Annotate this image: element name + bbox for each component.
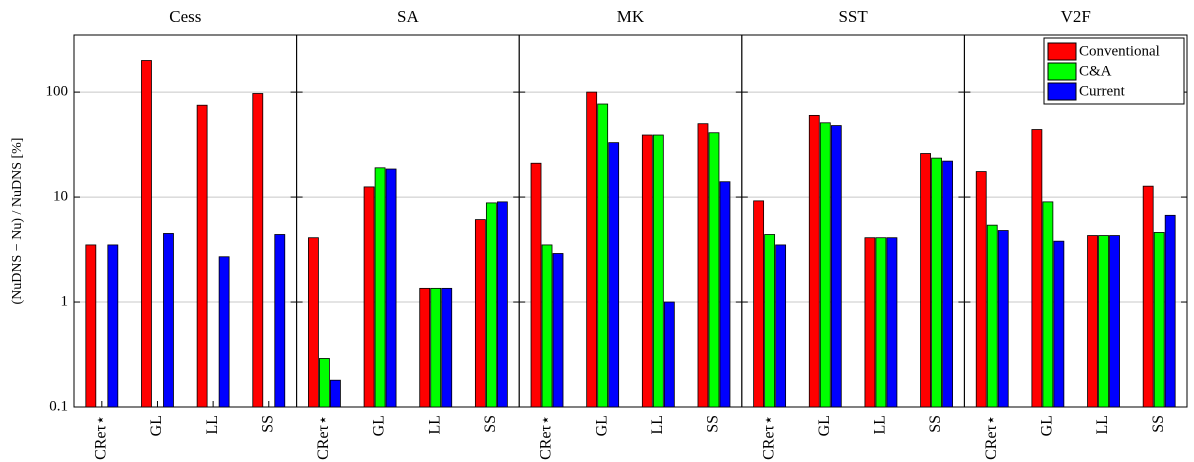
bar xyxy=(920,153,931,408)
bar xyxy=(252,93,264,408)
bar xyxy=(308,237,319,408)
bar xyxy=(997,230,1009,408)
x-tick-label: SS xyxy=(482,415,499,433)
x-tick-label: LL xyxy=(426,415,443,435)
bar xyxy=(708,132,720,408)
bar xyxy=(808,114,820,408)
bar xyxy=(1087,235,1098,408)
bar xyxy=(163,233,174,408)
x-tick-label: SS xyxy=(927,415,944,433)
x-tick-label: LL xyxy=(1094,415,1111,435)
x-tick-label: GL xyxy=(593,415,610,436)
x-tick-label: GL xyxy=(1039,415,1056,436)
bar xyxy=(1053,240,1065,408)
x-tick-label: CReτ⋆ xyxy=(760,415,777,460)
x-tick-label: LL xyxy=(204,415,221,435)
bar xyxy=(430,287,442,408)
x-tick-label: CReτ⋆ xyxy=(92,415,109,460)
bar xyxy=(975,171,987,408)
x-tick-label: LL xyxy=(872,415,889,435)
bar xyxy=(1031,129,1043,408)
legend-label: Current xyxy=(1079,83,1126,99)
bar xyxy=(496,201,508,408)
legend-swatch xyxy=(1047,82,1077,101)
bar xyxy=(1098,235,1109,408)
bar xyxy=(875,237,887,408)
x-tick-label: SS xyxy=(705,415,722,433)
legend-swatch xyxy=(1047,62,1077,81)
x-tick-label: GL xyxy=(371,415,388,436)
bar xyxy=(530,162,542,408)
bar xyxy=(1109,235,1120,408)
bar xyxy=(485,202,497,408)
x-tick-label: CReτ⋆ xyxy=(983,415,1000,460)
bar xyxy=(753,200,765,408)
x-tick-label: GL xyxy=(148,415,165,436)
panel-title: SST xyxy=(838,7,868,26)
bar xyxy=(319,358,330,408)
bar xyxy=(552,253,564,408)
x-tick-label: SS xyxy=(259,415,276,433)
bar xyxy=(931,157,942,408)
bar xyxy=(274,234,286,408)
y-tick-label: 1 xyxy=(61,293,69,309)
bar xyxy=(1042,201,1054,408)
bar xyxy=(830,125,842,408)
bar xyxy=(385,168,397,408)
y-tick-label: 0.1 xyxy=(49,398,68,414)
bar xyxy=(719,181,731,408)
bar xyxy=(819,122,831,408)
bar xyxy=(85,244,97,408)
bar xyxy=(586,91,598,408)
legend-label: C&A xyxy=(1079,63,1112,79)
legend-label: Conventional xyxy=(1079,43,1160,59)
bar xyxy=(218,256,230,408)
bar xyxy=(1153,232,1165,408)
bar xyxy=(886,237,898,408)
bar xyxy=(986,224,998,408)
panel-frame xyxy=(963,34,1188,408)
bar xyxy=(363,186,375,408)
x-tick-label: LL xyxy=(649,415,666,435)
bar xyxy=(597,103,609,408)
bar xyxy=(1142,185,1154,408)
bar xyxy=(330,379,341,408)
panel-title: MK xyxy=(617,7,645,26)
y-tick-label: 10 xyxy=(53,189,68,205)
panel-frame xyxy=(741,34,965,408)
bar xyxy=(775,244,787,408)
x-tick-label: CReτ⋆ xyxy=(538,415,555,460)
bar xyxy=(764,234,776,408)
panel-title: SA xyxy=(397,7,419,26)
x-tick-label: GL xyxy=(816,415,833,436)
bar xyxy=(196,104,208,408)
bar xyxy=(697,123,709,408)
y-axis-label: (NuDNS − Nu) / NuDNS [%] xyxy=(10,138,25,305)
bar xyxy=(141,60,152,408)
bar xyxy=(663,301,675,408)
legend-swatch xyxy=(1047,42,1077,61)
y-tick-label: 100 xyxy=(46,84,69,100)
panel-frame xyxy=(296,34,520,408)
bar xyxy=(419,287,431,408)
x-tick-label: CReτ⋆ xyxy=(315,415,332,460)
bar xyxy=(107,244,119,408)
bar xyxy=(541,244,553,408)
bar xyxy=(652,134,664,408)
bar xyxy=(374,167,386,408)
bar xyxy=(942,160,953,408)
panel-frame xyxy=(73,34,298,408)
panel-title: Cess xyxy=(169,7,201,26)
bar xyxy=(608,142,620,408)
x-tick-label: SS xyxy=(1150,415,1167,433)
bar xyxy=(1164,214,1176,408)
bar xyxy=(864,237,876,408)
bar xyxy=(641,134,653,408)
bar xyxy=(441,287,453,408)
bar xyxy=(474,219,486,408)
panel-frame xyxy=(518,34,743,408)
panel-title: V2F xyxy=(1061,7,1091,26)
